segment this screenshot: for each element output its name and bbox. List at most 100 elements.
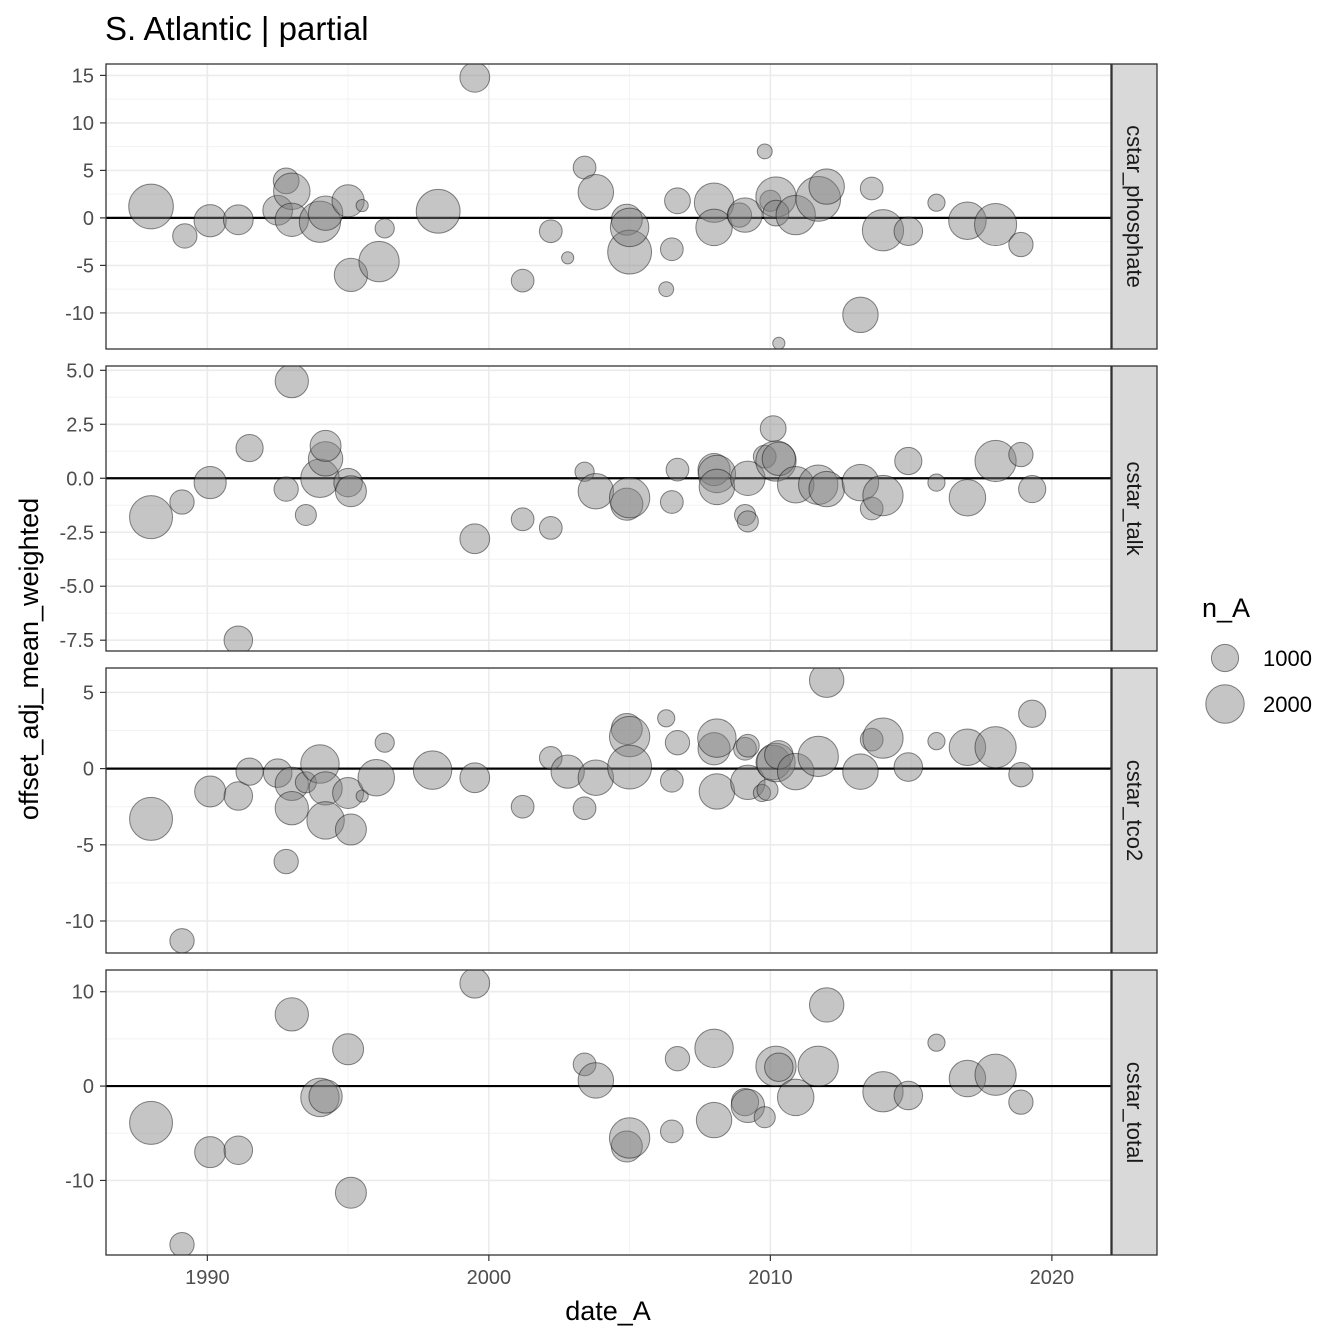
- x-tick-label: 2000: [467, 1267, 512, 1289]
- data-point: [798, 464, 839, 505]
- data-point: [893, 1080, 924, 1111]
- data-point: [698, 773, 736, 810]
- panel-background: [106, 366, 1111, 651]
- data-point: [300, 458, 340, 499]
- data-point: [129, 495, 174, 540]
- data-point: [550, 754, 585, 789]
- data-point: [355, 789, 369, 803]
- data-point: [730, 1088, 760, 1117]
- data-point: [776, 752, 815, 791]
- data-point: [927, 732, 946, 751]
- data-point: [294, 771, 317, 794]
- data-point: [128, 183, 174, 230]
- data-point: [274, 202, 309, 237]
- data-point: [577, 174, 615, 211]
- y-tick-label: 5: [83, 160, 94, 182]
- data-point: [808, 470, 845, 508]
- y-tick-label: 5.0: [66, 360, 94, 382]
- data-point: [697, 732, 731, 766]
- data-point: [459, 64, 491, 93]
- y-tick-label: -5: [76, 255, 94, 277]
- data-point: [610, 712, 643, 745]
- data-point: [862, 1071, 904, 1113]
- data-point: [752, 444, 777, 469]
- data-point: [333, 257, 369, 293]
- data-point: [755, 744, 791, 781]
- data-point: [169, 489, 195, 515]
- strip-background: [1111, 365, 1158, 652]
- data-point: [608, 1117, 651, 1159]
- data-point: [262, 194, 294, 226]
- strip-label-cstar_tco2: cstar_tco2: [1122, 760, 1147, 862]
- data-point: [300, 1077, 340, 1118]
- data-point: [538, 746, 563, 770]
- data-point: [776, 466, 815, 504]
- data-point: [607, 744, 653, 790]
- x-tick-label: 2010: [748, 1267, 793, 1289]
- data-point: [797, 735, 839, 778]
- data-point: [842, 753, 879, 790]
- data-point: [775, 194, 816, 236]
- data-point: [129, 796, 174, 841]
- data-point: [664, 1046, 691, 1072]
- data-point: [1008, 231, 1034, 258]
- data-point: [755, 440, 797, 482]
- data-point: [510, 268, 535, 293]
- data-point: [459, 970, 491, 999]
- data-point: [273, 476, 299, 502]
- legend-title: n_A: [1202, 593, 1250, 623]
- y-tick-label: 0: [83, 208, 94, 230]
- legend-label: 1000: [1263, 646, 1312, 671]
- data-point: [756, 143, 773, 160]
- data-point: [795, 176, 842, 222]
- data-point: [607, 229, 653, 275]
- y-tick-label: 0: [83, 1076, 94, 1098]
- data-point: [974, 439, 1017, 483]
- data-point: [294, 503, 317, 527]
- data-point: [762, 199, 790, 227]
- data-point: [893, 216, 924, 246]
- data-point: [698, 468, 736, 506]
- data-point: [1018, 699, 1047, 728]
- data-point: [307, 195, 344, 231]
- panel-background: [106, 970, 1111, 1255]
- data-point: [510, 507, 535, 532]
- data-point: [726, 202, 753, 228]
- data-point: [223, 1135, 254, 1166]
- strip-label-cstar_total: cstar_total: [1122, 1062, 1147, 1164]
- data-point: [274, 791, 309, 826]
- data-point: [733, 736, 757, 761]
- legend-label: 2000: [1263, 692, 1312, 717]
- data-point: [577, 1062, 615, 1099]
- data-point: [859, 727, 884, 752]
- strip-background: [1111, 63, 1158, 350]
- y-tick-label: 15: [72, 65, 94, 87]
- data-point: [459, 523, 491, 555]
- x-axis: 1990 2000 2010 2020: [185, 1255, 1074, 1289]
- data-point: [538, 219, 563, 244]
- x-axis-title: date_A: [565, 1296, 651, 1326]
- data-points: [129, 970, 1034, 1255]
- legend-key-circle: [1205, 684, 1245, 724]
- data-point: [808, 987, 845, 1023]
- data-point: [753, 1106, 776, 1129]
- data-point: [577, 472, 615, 510]
- panel-background: [106, 668, 1111, 953]
- strip-background: [1111, 969, 1158, 1256]
- data-point: [862, 717, 904, 759]
- data-point: [927, 193, 946, 212]
- data-point: [759, 415, 787, 443]
- data-point: [730, 460, 766, 496]
- data-point: [927, 473, 946, 492]
- data-point: [927, 1033, 946, 1052]
- data-point: [169, 1231, 195, 1255]
- data-point: [308, 1079, 343, 1114]
- data-point: [752, 783, 772, 803]
- y-tick-label: 10: [72, 113, 94, 135]
- data-point: [859, 176, 884, 201]
- data-point: [223, 625, 254, 651]
- data-point: [894, 446, 923, 476]
- y-tick-label: -2.5: [60, 522, 94, 544]
- data-point: [193, 466, 227, 500]
